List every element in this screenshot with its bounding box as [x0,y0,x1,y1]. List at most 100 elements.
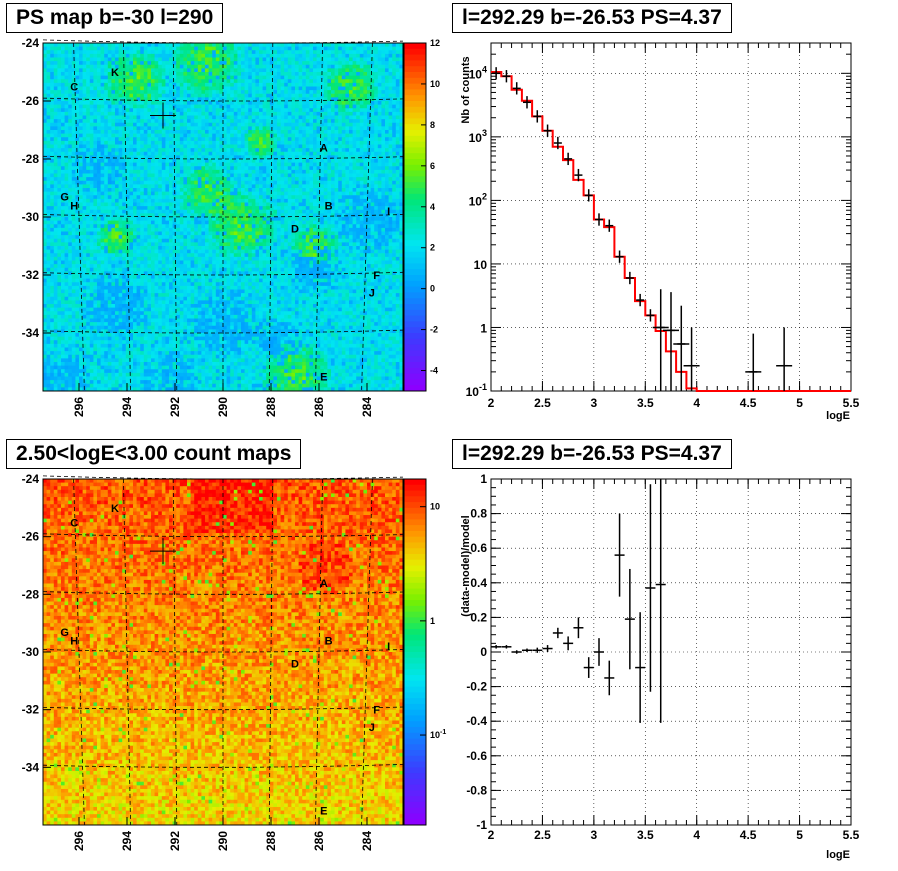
y-tick-label: -28 [22,587,40,601]
x-tick-label: 3 [591,396,598,410]
y-tick-label: 104 [469,64,487,81]
y-tick-label: 102 [469,191,487,208]
y-tick-label: 1 [480,472,487,486]
x-tick-label: 288 [264,831,278,851]
colorbar-tick-label: 10 [430,79,440,89]
x-tick-label: 294 [120,397,134,417]
x-tick-label: 5 [796,828,803,842]
source-label-K: K [111,67,119,79]
source-label-A: A [320,578,328,590]
colorbar-tick-label: 2 [430,243,435,253]
y-tick-label: 103 [469,128,487,145]
colorbar-tick-label: -2 [430,325,438,335]
x-tick-label: 4 [693,396,700,410]
count-map-title: 2.50<logE<3.00 count maps [6,439,302,469]
y-tick-label: 1 [480,321,487,335]
x-tick-label: 286 [312,397,326,417]
source-label-C: C [70,517,78,529]
source-label-F: F [373,270,380,282]
colorbar-tick-label: 10 [430,502,440,512]
x-tick-label: 3.5 [637,828,654,842]
x-tick-label: 288 [264,397,278,417]
y-tick-label: 0.2 [470,610,487,624]
count-map-colorbar: 10 1 10-1 [403,478,446,826]
source-label-E: E [320,806,327,818]
source-label-J: J [369,287,375,299]
colorbar-tick-label: 12 [430,38,440,48]
x-tick-label: 5.5 [843,396,860,410]
spectrum-y-label: Nb of counts [460,56,472,123]
source-label-A: A [320,142,328,154]
x-tick-label: 3.5 [637,396,654,410]
source-label-I: I [387,641,390,653]
y-tick-label: 10 [474,258,488,272]
source-label-I: I [387,206,390,218]
y-tick-label: -0.6 [466,749,487,763]
x-tick-label: 2.5 [534,396,551,410]
y-tick-label: -0.8 [466,783,487,797]
x-tick-label: 4 [693,828,700,842]
colorbar-tick-label: 10-1 [430,729,446,740]
count-map-coordinate-grid [42,475,404,826]
colorbar-tick-label: 8 [430,120,435,130]
y-tick-label: -24 [22,36,40,50]
source-label-B: B [325,635,333,647]
y-tick-label: -26 [22,94,40,108]
y-tick-label: 10-1 [466,382,487,399]
y-tick-label: -30 [22,645,40,659]
spectrum-plot: 10-1 1 10 102 103 104 2 2.5 3 3.5 4 4.5 5 5.5 [466,42,860,410]
y-tick-label: -1 [476,818,487,832]
count-map-panel: K C A GH B I D FJ E -24 -26 -28 -30 -32 -34 296 294 292 2… [22,472,447,851]
source-label-E: E [320,372,327,384]
ps-map-source-labels: K C A GH B I D FJ E [60,67,390,384]
x-tick-label: 3 [591,828,598,842]
source-label-D: D [291,659,299,671]
source-label-F: F [373,705,380,717]
ps-map-title: PS map b=-30 l=290 [6,3,224,33]
source-label-B: B [325,200,333,212]
y-tick-label: 0 [480,645,487,659]
y-tick-label: 0.8 [470,507,487,521]
x-tick-label: 292 [168,831,182,851]
spectrum-panel: 10-1 1 10 102 103 104 2 2.5 3 3.5 4 4.5 5 5.5 logE Nb… [460,42,860,422]
x-tick-label: 4.5 [740,396,757,410]
x-tick-label: 292 [168,397,182,417]
x-tick-label: 290 [216,831,230,851]
colorbar-tick-label: 4 [430,202,435,212]
y-tick-label: -32 [22,703,40,717]
source-label-C: C [70,82,78,94]
spectrum-title: l=292.29 b=-26.53 PS=4.37 [452,3,732,33]
source-label-H: H [70,200,78,212]
ps-map-coordinate-grid [42,39,404,392]
x-tick-label: 294 [120,831,134,851]
ps-map-axes: -24 -26 -28 -30 -32 -34 296 294 292 290 288 286 284 [22,36,374,417]
colorbar-tick-label: -4 [430,366,438,376]
y-tick-label: -34 [22,326,40,340]
y-tick-label: 0.6 [470,541,487,555]
source-label-K: K [111,503,119,515]
y-tick-label: -26 [22,530,40,544]
residual-panel: 1 0.8 0.6 0.4 0.2 0 -0.2 -0.4 -0.6 -0.8 -12 2.5 3 3.5… [460,472,860,861]
colorbar-tick-label: 6 [430,161,435,171]
source-label-G: G [60,192,69,204]
x-tick-label: 5 [796,396,803,410]
y-tick-label: -24 [22,472,40,486]
x-tick-label: 296 [72,831,86,851]
ps-map-heatmap [43,43,404,392]
x-tick-label: 2.5 [534,828,551,842]
colorbar-tick-label: 1 [430,616,435,626]
y-tick-label: 0.4 [470,576,487,590]
y-tick-label: -0.4 [466,714,487,728]
ps-map-colorbar: 12 10 8 6 4 2 0 -2 -4 [403,38,440,392]
y-tick-label: -32 [22,268,40,282]
residual-x-label: logE [826,849,850,861]
count-map-axes: -24 -26 -28 -30 -32 -34 296 294 292 290 288 286 284 [22,472,374,851]
x-tick-label: 4.5 [740,828,757,842]
source-label-G: G [60,627,69,639]
x-tick-label: 5.5 [843,828,860,842]
y-tick-label: -30 [22,210,40,224]
x-tick-label: 284 [360,831,374,851]
y-tick-label: -34 [22,760,40,774]
y-tick-label: -0.2 [466,680,487,694]
